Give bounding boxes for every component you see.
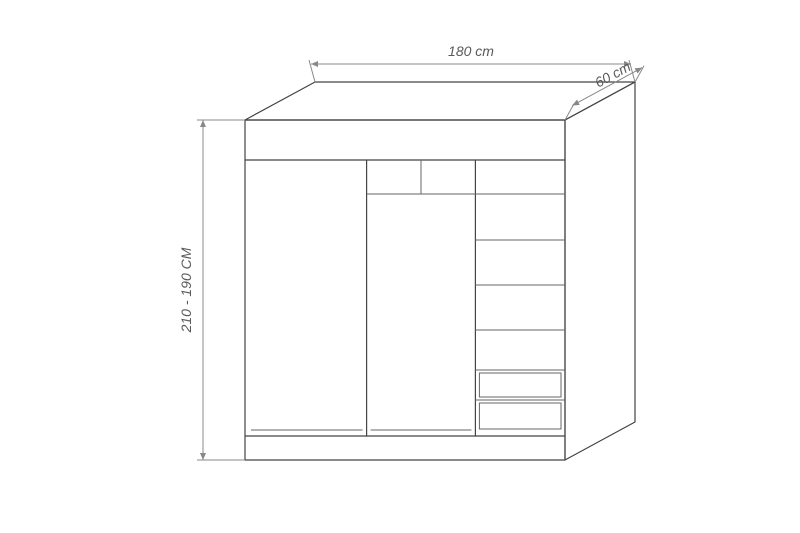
width-dimension-label: 180 cm [448, 43, 494, 59]
cabinet-outline [245, 82, 635, 460]
dimension-lines: 210 - 190 CM180 cm60 cm [178, 43, 644, 460]
wardrobe-technical-drawing: 210 - 190 CM180 cm60 cm [0, 0, 800, 533]
height-dimension-label: 210 - 190 CM [178, 247, 194, 333]
